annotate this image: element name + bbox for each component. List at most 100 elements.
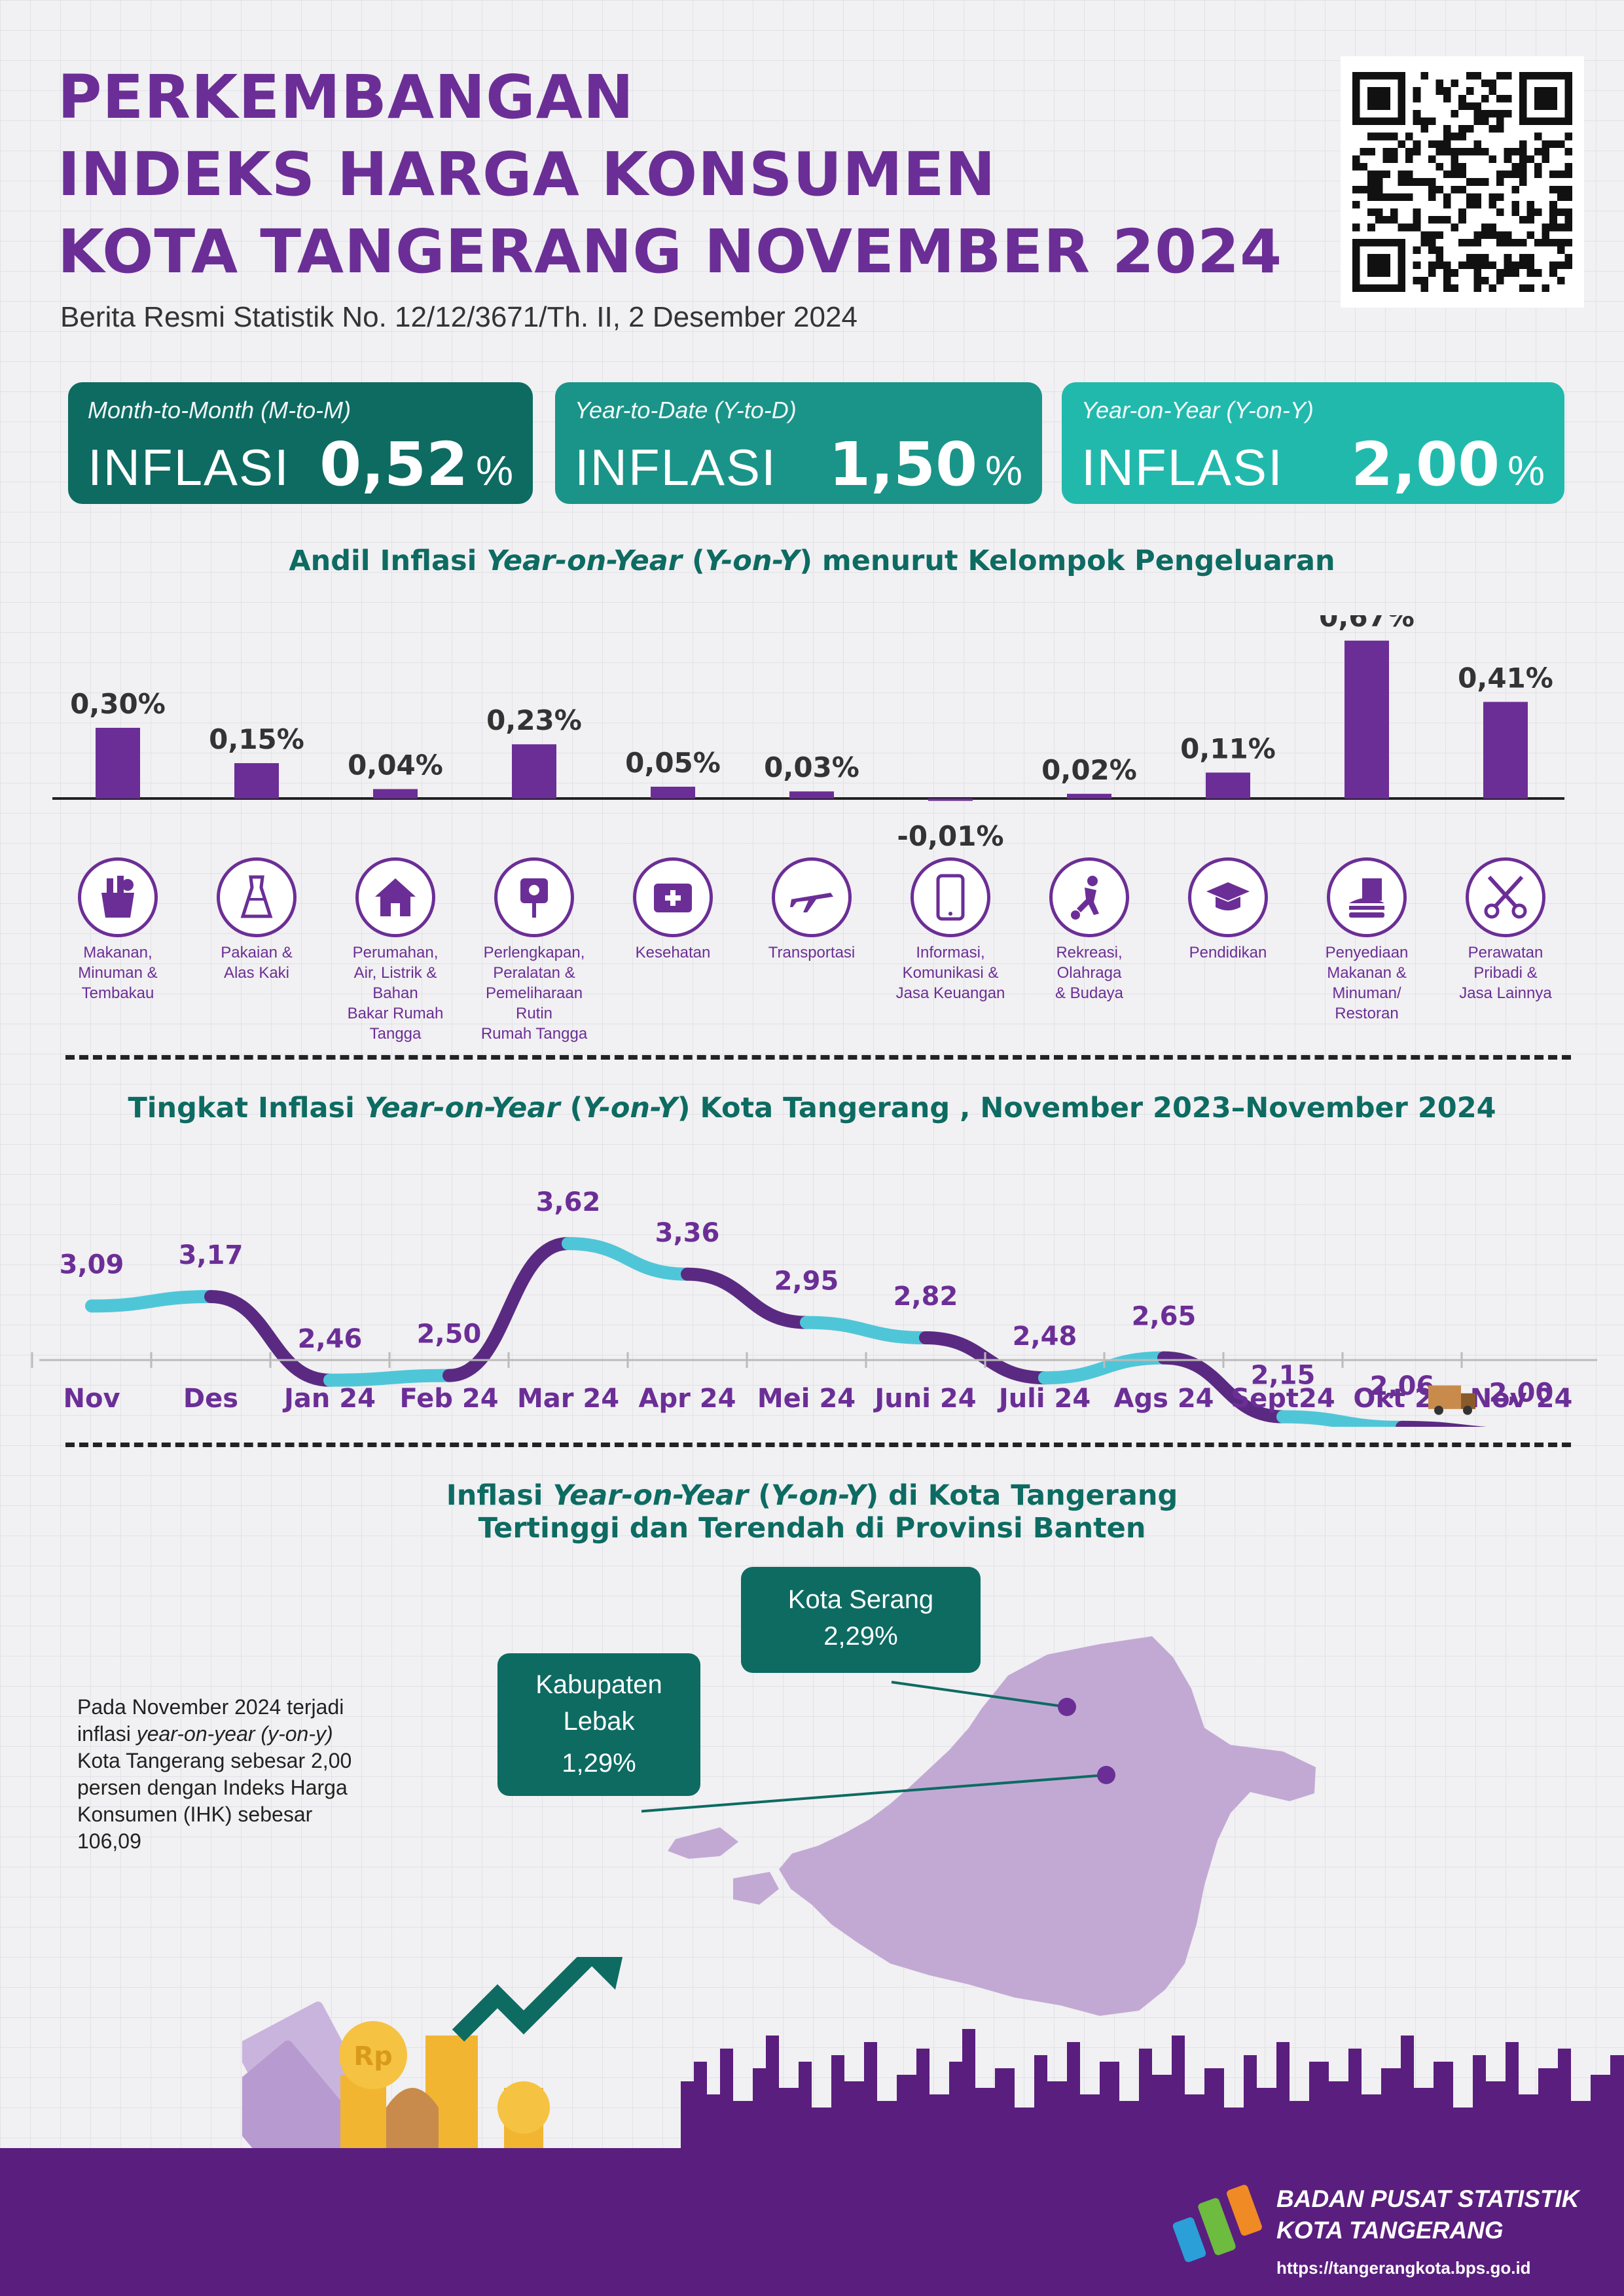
summary-paragraph: Pada November 2024 terjadi inflasi year-… bbox=[77, 1694, 378, 1855]
title-part: Year-on-Year bbox=[364, 1092, 560, 1124]
map-subtitle: Tertinggi dan Terendah di Provinsi Bante… bbox=[478, 1512, 1146, 1545]
bar-value-label: 0,02% bbox=[1041, 754, 1137, 786]
card-yoy-inflation: Year-on-Year (Y-on-Y) INFLASI 2,00 % bbox=[1062, 382, 1564, 504]
title-part: ( bbox=[560, 1092, 583, 1124]
money-illustration: Rp bbox=[242, 1957, 623, 2153]
delivery-truck-icon bbox=[1428, 1385, 1475, 1415]
bar-7 bbox=[928, 798, 973, 801]
bar-value-label: -0,01% bbox=[897, 820, 1003, 852]
trend-arrow-icon bbox=[452, 1957, 602, 2042]
callout-line-lebak bbox=[641, 1774, 1107, 1813]
line-value-label: 2,48 bbox=[1013, 1321, 1077, 1352]
line-segment-3 bbox=[323, 1369, 456, 1387]
bar-value-label: 0,30% bbox=[70, 688, 166, 720]
trend-arrow-head-icon bbox=[583, 1957, 623, 1990]
callout-name: Lebak bbox=[563, 1707, 635, 1736]
title-part: ) Kota Tangerang , November 2023–Novembe… bbox=[677, 1092, 1496, 1124]
line-segment-11 bbox=[1276, 1410, 1409, 1427]
graduation-cap-icon bbox=[1188, 857, 1268, 937]
bar-1 bbox=[96, 728, 140, 798]
line-value-label: 3,62 bbox=[536, 1187, 601, 1217]
title-part: Y-on-Y bbox=[704, 545, 800, 577]
title-part: Inflasi bbox=[446, 1479, 553, 1512]
bar-8 bbox=[1067, 793, 1111, 798]
line-chart: 3,09 Nov 3,17 Des 2,46 Jan 24 2,50 Feb 24 3,62 Ma… bbox=[31, 1187, 1597, 1427]
line-value-label: 3,09 bbox=[60, 1249, 124, 1280]
rupiah-coin-icon bbox=[339, 2021, 407, 2089]
airplane-icon bbox=[772, 857, 852, 937]
category-label: Pendidikan bbox=[1189, 944, 1267, 961]
bar-value-label: 0,67% bbox=[1319, 615, 1415, 633]
category-label: Rekreasi, Olahraga & Budaya bbox=[1055, 944, 1124, 1002]
football-player-icon bbox=[1049, 857, 1129, 937]
line-value-label: 3,36 bbox=[655, 1218, 720, 1248]
card-value: 1,50 bbox=[829, 429, 978, 499]
rupiah-coin-icon bbox=[497, 2081, 550, 2134]
title-part: Y-on-Y bbox=[583, 1092, 677, 1124]
card-value: 2,00 bbox=[1351, 429, 1500, 499]
x-tick-label: Juni 24 bbox=[873, 1384, 976, 1414]
title-part: ( bbox=[748, 1479, 771, 1512]
x-tick-label: Nov bbox=[63, 1384, 120, 1414]
bar-3 bbox=[373, 789, 418, 798]
map-title: Inflasi Year-on-Year (Y-on-Y) di Kota Ta… bbox=[0, 1479, 1624, 1545]
title-part: ( bbox=[682, 545, 705, 577]
svg-text:Rp: Rp bbox=[353, 2041, 392, 2072]
callout-value: 1,29% bbox=[562, 1749, 636, 1778]
x-tick-label: Des bbox=[183, 1384, 238, 1414]
line-value-label: 2,06 bbox=[1370, 1371, 1435, 1401]
island-panaitan bbox=[733, 1872, 779, 1905]
callout-name: Kota Serang bbox=[787, 1585, 934, 1614]
x-tick-label: Mar 24 bbox=[517, 1384, 619, 1414]
dress-icon bbox=[217, 857, 297, 937]
banten-mainland bbox=[779, 1636, 1316, 2016]
fast-food-icon bbox=[1327, 857, 1407, 937]
plug-icon bbox=[494, 857, 574, 937]
marker-kabupaten-lebak[interactable] bbox=[1097, 1766, 1115, 1784]
line-value-label: 2,65 bbox=[1132, 1302, 1197, 1332]
card-label: INFLASI bbox=[1081, 439, 1284, 496]
para-part: year-on-year (y-on-y) bbox=[136, 1722, 333, 1746]
x-tick-label: Sept24 bbox=[1231, 1384, 1335, 1414]
bar-value-label: 0,03% bbox=[764, 751, 859, 783]
bar-value-label: 0,23% bbox=[486, 704, 582, 736]
line-chart-title: Tingkat Inflasi Year-on-Year (Y-on-Y) Ko… bbox=[0, 1092, 1624, 1124]
qr-code[interactable] bbox=[1341, 56, 1584, 308]
category-label: Perlengkapan, Peralatan & Pemeliharaan Ruti… bbox=[480, 944, 588, 1043]
x-tick-label: Jan 24 bbox=[282, 1384, 376, 1414]
org-line-2: KOTA TANGERANG bbox=[1276, 2217, 1504, 2244]
city-skyline-icon bbox=[681, 2029, 1624, 2153]
card-unit: % bbox=[985, 447, 1022, 494]
line-value-label: 2,46 bbox=[298, 1324, 363, 1354]
title-line-2: INDEKS HARGA KONSUMEN bbox=[58, 139, 996, 209]
island-west bbox=[668, 1827, 738, 1859]
bar-value-label: 0,41% bbox=[1458, 662, 1553, 694]
website-link[interactable]: https://tangerangkota.bps.go.id bbox=[1276, 2258, 1531, 2278]
bar-chart-title: Andil Inflasi Year-on-Year (Y-on-Y) menu… bbox=[0, 545, 1624, 577]
bar-4 bbox=[512, 744, 556, 798]
card-label: INFLASI bbox=[575, 439, 777, 496]
card-period: Month-to-Month (M-to-M) bbox=[88, 397, 352, 423]
bar-value-label: 0,04% bbox=[348, 749, 443, 781]
bar-2 bbox=[234, 763, 279, 798]
grocery-bag-icon bbox=[78, 857, 158, 937]
line-value-label: 2,95 bbox=[774, 1266, 839, 1297]
card-period: Year-on-Year (Y-on-Y) bbox=[1081, 397, 1314, 423]
title-part: Andil Inflasi bbox=[289, 545, 487, 577]
banten-map bbox=[641, 1636, 1316, 2016]
marker-kota-serang[interactable] bbox=[1058, 1698, 1076, 1716]
line-segment-5 bbox=[562, 1237, 694, 1281]
line-value-label: 2,15 bbox=[1251, 1361, 1316, 1391]
card-ytd-inflation: Year-to-Date (Y-to-D) INFLASI 1,50 % bbox=[555, 382, 1042, 504]
line-value-label: 2,00 bbox=[1489, 1378, 1554, 1408]
bar-value-label: 0,05% bbox=[625, 747, 721, 779]
divider bbox=[65, 1055, 1571, 1060]
card-mtm-inflation: Month-to-Month (M-to-M) INFLASI 0,52 % bbox=[68, 382, 533, 504]
para-part: Kota Tangerang sebesar 2,00 persen denga… bbox=[77, 1749, 352, 1853]
category-label: Perawatan Pribadi & Jasa Lainnya bbox=[1459, 944, 1552, 1002]
bar-10 bbox=[1344, 640, 1389, 798]
line-segment-7 bbox=[800, 1316, 932, 1344]
bar-5 bbox=[651, 787, 695, 798]
organization-name: BADAN PUSAT STATISTIK KOTA TANGERANG bbox=[1276, 2183, 1579, 2246]
card-period: Year-to-Date (Y-to-D) bbox=[575, 397, 797, 423]
